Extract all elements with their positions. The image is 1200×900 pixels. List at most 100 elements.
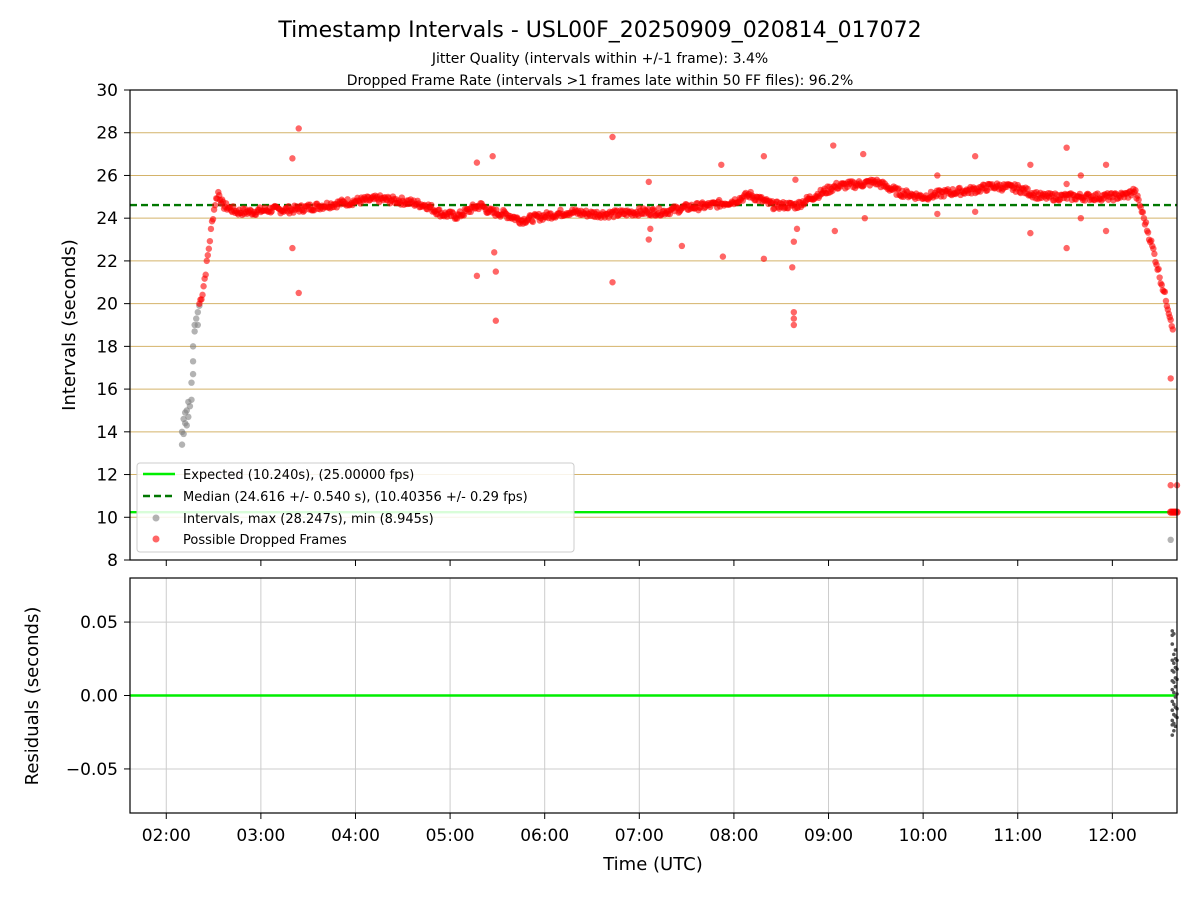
intervals-y-tick-label: 10 — [96, 508, 118, 528]
interval-point — [191, 328, 198, 335]
dropped-frame-point — [940, 193, 948, 200]
intervals-y-tick-label: 30 — [96, 81, 118, 101]
residual-point — [1170, 708, 1175, 712]
residuals-x-ticks: 02:00 03:00 04:00 05:00 06:00 07:00 08:00 09:00… — [142, 813, 1137, 846]
interval-point — [183, 422, 190, 429]
dropped-frame-point — [647, 225, 654, 233]
dropped-frame-point — [790, 238, 798, 245]
dropped-frame-point — [1151, 250, 1158, 258]
dropped-frame-point — [1077, 172, 1085, 179]
residual-point — [1172, 680, 1176, 685]
dropped-frame-point — [830, 142, 837, 149]
dropped-frame-point — [831, 227, 839, 235]
dropped-frame-point — [473, 272, 481, 280]
intervals-y-tick-label: 12 — [96, 466, 118, 486]
x-tick-label: 03:00 — [236, 826, 285, 846]
dropped-frame-point — [295, 289, 302, 297]
legend-dropped-label: Possible Dropped Frames — [183, 533, 347, 548]
residual-point — [1172, 721, 1176, 726]
residual-point — [1172, 632, 1176, 636]
dropped-frame-point — [971, 208, 979, 215]
dropped-frame-point — [1161, 288, 1169, 296]
intervals-y-tick-label: 20 — [96, 295, 118, 315]
interval-point — [185, 413, 192, 421]
dropped-frame-point — [1150, 245, 1157, 252]
intervals-y-tick-label: 24 — [96, 209, 118, 229]
dropped-frame-point — [204, 252, 211, 259]
dropped-frame-point — [492, 268, 500, 275]
dropped-frame-point — [790, 308, 798, 316]
dropped-frame-point — [719, 253, 727, 260]
dropped-frame-point — [1148, 237, 1155, 244]
residuals-y-tick-label: −0.05 — [66, 760, 118, 780]
dropped-frame-point — [1155, 265, 1162, 273]
dropped-frame-point — [1156, 274, 1163, 281]
intervals-y-ticks: 8 10 12 14 16 18 20 22 24 26 28 30 — [96, 81, 130, 571]
dropped-frame-point — [1132, 187, 1139, 194]
legend-expected-label: Expected (10.240s), (25.00000 fps) — [183, 468, 414, 483]
interval-point — [194, 308, 202, 316]
dropped-frame-point — [861, 214, 868, 222]
dropped-frame-point — [678, 242, 686, 250]
residual-point — [1170, 718, 1175, 723]
x-axis-label: Time (UTC) — [602, 854, 703, 875]
residual-point — [1170, 733, 1175, 737]
dropped-frame-point — [1135, 196, 1142, 204]
residuals-y-ticks: −0.05 0.00 0.05 — [66, 613, 130, 780]
residual-point — [1170, 658, 1175, 663]
dropped-frame-point — [205, 245, 213, 252]
dropped-frame-point — [760, 153, 768, 160]
residuals-y-tick-label: 0.05 — [80, 613, 118, 633]
dropped-frame-point — [934, 172, 941, 179]
residual-point — [1172, 702, 1176, 707]
dropped-frame-point — [529, 218, 537, 226]
x-tick-label: 06:00 — [520, 826, 569, 846]
dropped-frame-point — [1102, 227, 1110, 235]
dropped-frame-point — [1077, 214, 1085, 222]
residuals-plot: −0.050.000.05 02:00 03:00 04:00 05:00 06:00 0… — [22, 577, 1179, 875]
x-tick-label: 10:00 — [899, 826, 948, 846]
interval-point — [189, 358, 197, 365]
residual-point — [1172, 670, 1176, 674]
dropped-frame-point — [199, 291, 206, 299]
residuals-y-tick-label: 0.00 — [80, 687, 118, 707]
dropped-frame-point — [792, 176, 799, 183]
dropped-frame-point — [1158, 281, 1165, 289]
x-tick-label: 05:00 — [426, 826, 475, 846]
residual-point — [1172, 652, 1176, 657]
intervals-plot-frame — [129, 89, 1178, 561]
dropped-frame-point — [1169, 326, 1176, 333]
dropped-frame-point — [1102, 161, 1110, 168]
dropped-frame-point — [289, 155, 296, 162]
dropped-frame-point — [609, 279, 616, 286]
dropped-frame-point — [934, 210, 941, 218]
residual-point — [1173, 695, 1178, 699]
dropped-frame-point — [295, 125, 302, 132]
dropped-frame-point — [289, 244, 296, 252]
dropped-frame-point — [790, 315, 798, 322]
intervals-y-tick-label: 26 — [96, 166, 118, 186]
dropped-frame-point — [718, 161, 725, 168]
x-tick-label: 02:00 — [142, 826, 191, 846]
x-tick-label: 08:00 — [709, 826, 758, 846]
residual-point — [1170, 687, 1175, 692]
residual-points — [1170, 629, 1179, 737]
legend-median-label: Median (24.616 +/- 0.540 s), (10.40356 +… — [183, 490, 528, 505]
intervals-y-tick-label: 22 — [96, 252, 118, 272]
dropped-frame-point — [860, 150, 867, 158]
intervals-y-tick-label: 16 — [96, 380, 118, 400]
jitter-quality-subtitle: Jitter Quality (intervals within +/-1 fr… — [431, 51, 768, 67]
dropped-frame-point — [971, 153, 979, 160]
residual-point — [1170, 642, 1175, 646]
x-tick-label: 09:00 — [804, 826, 853, 846]
dropped-frame-point — [1063, 144, 1070, 151]
interval-point — [189, 343, 197, 350]
residual-point — [1172, 690, 1176, 695]
legend-box — [136, 462, 575, 553]
dropped-frame-point — [1027, 229, 1034, 237]
dropped-frame-point — [491, 249, 498, 256]
dropped-frame-point — [1167, 375, 1174, 382]
dropped-frame-point — [789, 264, 796, 271]
dropped-frame-point — [489, 153, 496, 160]
